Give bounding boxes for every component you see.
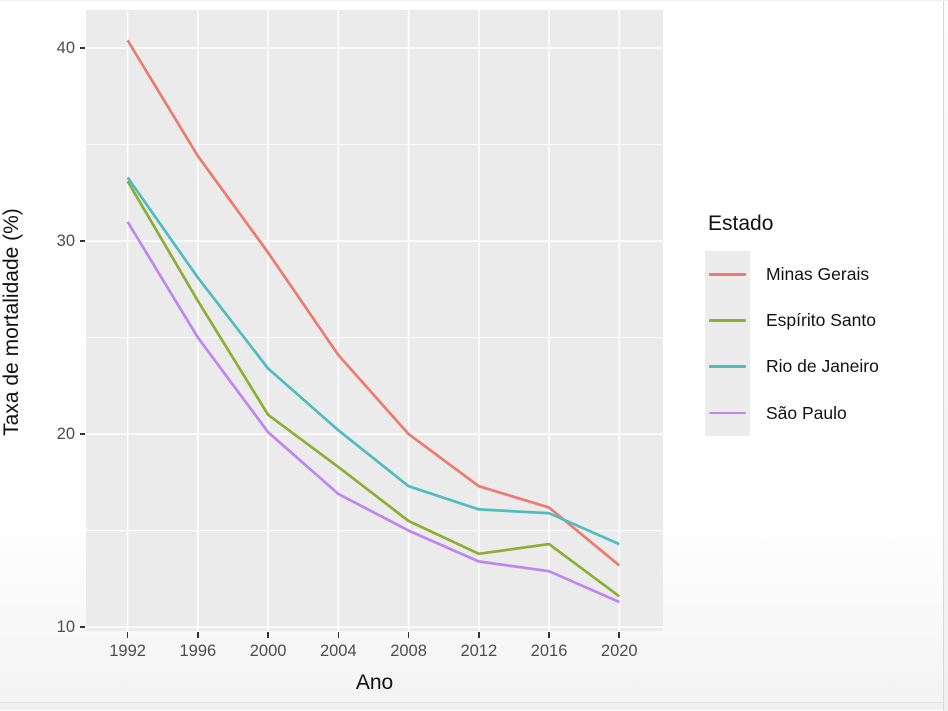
x-tick-label: 2020 [600, 642, 638, 660]
plot-panel [86, 10, 663, 631]
legend-key [705, 251, 750, 298]
legend-key [705, 343, 750, 390]
y-tick-label: 10 [56, 618, 75, 637]
legend-key [705, 389, 750, 437]
series-line-minas-gerais [126, 39, 621, 567]
legend-key-line-icon [709, 319, 746, 322]
y-tick-label: 30 [56, 232, 75, 251]
legend-item-label: Espírito Santo [766, 309, 876, 330]
y-axis-tick [79, 626, 85, 628]
y-axis-tick [79, 240, 85, 242]
legend-key-line-icon [709, 411, 746, 415]
x-tick-label: 2004 [319, 642, 357, 660]
y-axis-tick [79, 47, 85, 49]
x-tick-label: 2016 [530, 642, 568, 660]
x-axis-tick [337, 632, 340, 638]
legend: Estado Minas Gerais Espírito Santo Rio de … [705, 212, 879, 437]
series-line-s-o-paulo [126, 221, 620, 604]
series-line-rio-de-janeiro [126, 176, 620, 546]
legend-item: São Paulo [705, 389, 879, 437]
x-tick-label: 1996 [179, 642, 217, 660]
x-axis-tick [267, 632, 269, 638]
x-axis-tick [126, 632, 129, 638]
window-right-edge [943, 1, 948, 711]
x-tick-label: 2000 [249, 642, 287, 660]
y-axis-title: Taxa de mortalidade (%) [0, 208, 23, 436]
legend-item: Espírito Santo [705, 297, 879, 344]
legend-item-label: São Paulo [766, 402, 847, 423]
legend-items: Minas Gerais Espírito Santo Rio de Janeiro… [705, 251, 879, 437]
y-tick-label: 40 [56, 39, 75, 58]
legend-item-label: Minas Gerais [766, 263, 870, 284]
y-axis-tick [79, 433, 85, 435]
x-axis-title: Ano [355, 671, 394, 694]
chart-svg [86, 10, 663, 631]
legend-item-label: Rio de Janeiro [766, 356, 879, 377]
x-axis-tick [407, 632, 410, 638]
x-axis-tick [197, 632, 199, 638]
x-tick-label: 1992 [109, 642, 146, 660]
legend-title: Estado [708, 212, 774, 235]
y-tick-label: 20 [56, 425, 75, 444]
legend-key-line-icon [709, 365, 746, 369]
legend-key-line-icon [709, 272, 746, 276]
x-axis-tick [478, 632, 480, 638]
legend-item: Rio de Janeiro [705, 343, 879, 390]
x-axis-tick [618, 632, 621, 638]
legend-item: Minas Gerais [705, 251, 879, 298]
x-tick-label: 2008 [390, 642, 427, 660]
legend-key [705, 297, 750, 344]
x-axis-tick [548, 632, 550, 638]
x-tick-label: 2012 [460, 642, 498, 660]
window-bottom-edge [0, 702, 943, 710]
series-line-esp-rito-santo [126, 180, 621, 598]
